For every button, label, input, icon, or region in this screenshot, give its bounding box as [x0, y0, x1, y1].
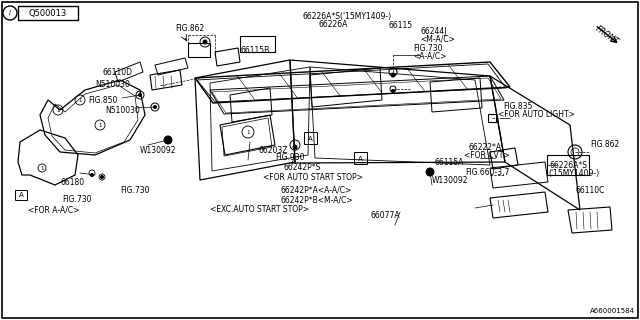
Text: FIG.660-3,7: FIG.660-3,7	[465, 167, 509, 177]
Bar	[240, 36, 275, 52]
Text: Q500013: Q500013	[29, 9, 67, 18]
Circle shape	[90, 173, 93, 177]
Text: FIG.730: FIG.730	[413, 44, 442, 52]
Bar	[547, 155, 589, 175]
Text: 1: 1	[99, 123, 102, 127]
Text: FIG.730: FIG.730	[62, 196, 92, 204]
Circle shape	[154, 106, 157, 108]
Text: W130092: W130092	[140, 146, 177, 155]
Text: 66110C: 66110C	[576, 186, 605, 195]
Text: 66222*A: 66222*A	[468, 142, 501, 151]
Text: FIG.862: FIG.862	[590, 140, 620, 148]
Text: 66180: 66180	[60, 178, 84, 187]
Circle shape	[293, 145, 297, 149]
Text: 66110D: 66110D	[102, 68, 132, 76]
Circle shape	[138, 93, 141, 97]
Circle shape	[203, 40, 207, 44]
Bar	[188, 43, 210, 57]
Text: 66244J: 66244J	[420, 27, 447, 36]
Text: 1: 1	[78, 98, 82, 102]
Bar	[15, 190, 27, 200]
Text: <FOR AUTO START STOP>: <FOR AUTO START STOP>	[263, 172, 363, 181]
Text: <EXC.AUTO START STOP>: <EXC.AUTO START STOP>	[210, 205, 309, 214]
Text: 66242P*S: 66242P*S	[283, 163, 321, 172]
Text: <M-A/C>: <M-A/C>	[420, 35, 455, 44]
Text: <FOR CVT>: <FOR CVT>	[464, 150, 509, 159]
Text: <FOR A-A/C>: <FOR A-A/C>	[28, 205, 79, 214]
Text: N510030: N510030	[105, 106, 140, 115]
Text: N510030: N510030	[95, 79, 130, 89]
Text: FIG.862: FIG.862	[175, 23, 204, 33]
Text: 1: 1	[56, 108, 60, 113]
Text: 66077A: 66077A	[370, 211, 399, 220]
Text: FIG.835: FIG.835	[503, 101, 532, 110]
Text: 66203Z: 66203Z	[258, 146, 287, 155]
Text: ('15MY1409-): ('15MY1409-)	[548, 169, 599, 178]
Text: A660001584: A660001584	[590, 308, 635, 314]
Circle shape	[100, 175, 104, 179]
Text: <A-A/C>: <A-A/C>	[413, 52, 446, 60]
Text: FRONT: FRONT	[594, 24, 620, 46]
Text: 66115B: 66115B	[240, 45, 269, 54]
Text: FIG.730: FIG.730	[120, 186, 150, 195]
Text: i: i	[9, 10, 11, 16]
Text: A: A	[308, 136, 312, 142]
Text: W130092: W130092	[432, 175, 468, 185]
Bar	[18, 6, 78, 20]
Text: 66242P*B<M-A/C>: 66242P*B<M-A/C>	[280, 196, 353, 204]
Bar	[354, 152, 367, 164]
Bar	[304, 132, 317, 144]
Text: 66115: 66115	[388, 20, 412, 29]
Text: <FOR AUTO LIGHT>: <FOR AUTO LIGHT>	[498, 109, 575, 118]
Circle shape	[392, 90, 394, 92]
Text: 1: 1	[246, 130, 250, 134]
Text: 66226A*S: 66226A*S	[550, 161, 588, 170]
Text: 66115A: 66115A	[434, 157, 463, 166]
Text: 66226A: 66226A	[318, 20, 348, 28]
Text: FIG.850: FIG.850	[88, 95, 117, 105]
Circle shape	[426, 168, 434, 176]
Text: FIG.930: FIG.930	[275, 153, 305, 162]
Circle shape	[391, 73, 395, 77]
Text: A: A	[19, 192, 24, 198]
Text: 66226A*S('15MY1409-): 66226A*S('15MY1409-)	[302, 12, 391, 20]
Bar	[488, 114, 496, 122]
Text: 66242P*A<A-A/C>: 66242P*A<A-A/C>	[280, 186, 351, 195]
Text: 1: 1	[40, 165, 44, 171]
Circle shape	[164, 136, 172, 144]
Text: A: A	[358, 156, 362, 162]
